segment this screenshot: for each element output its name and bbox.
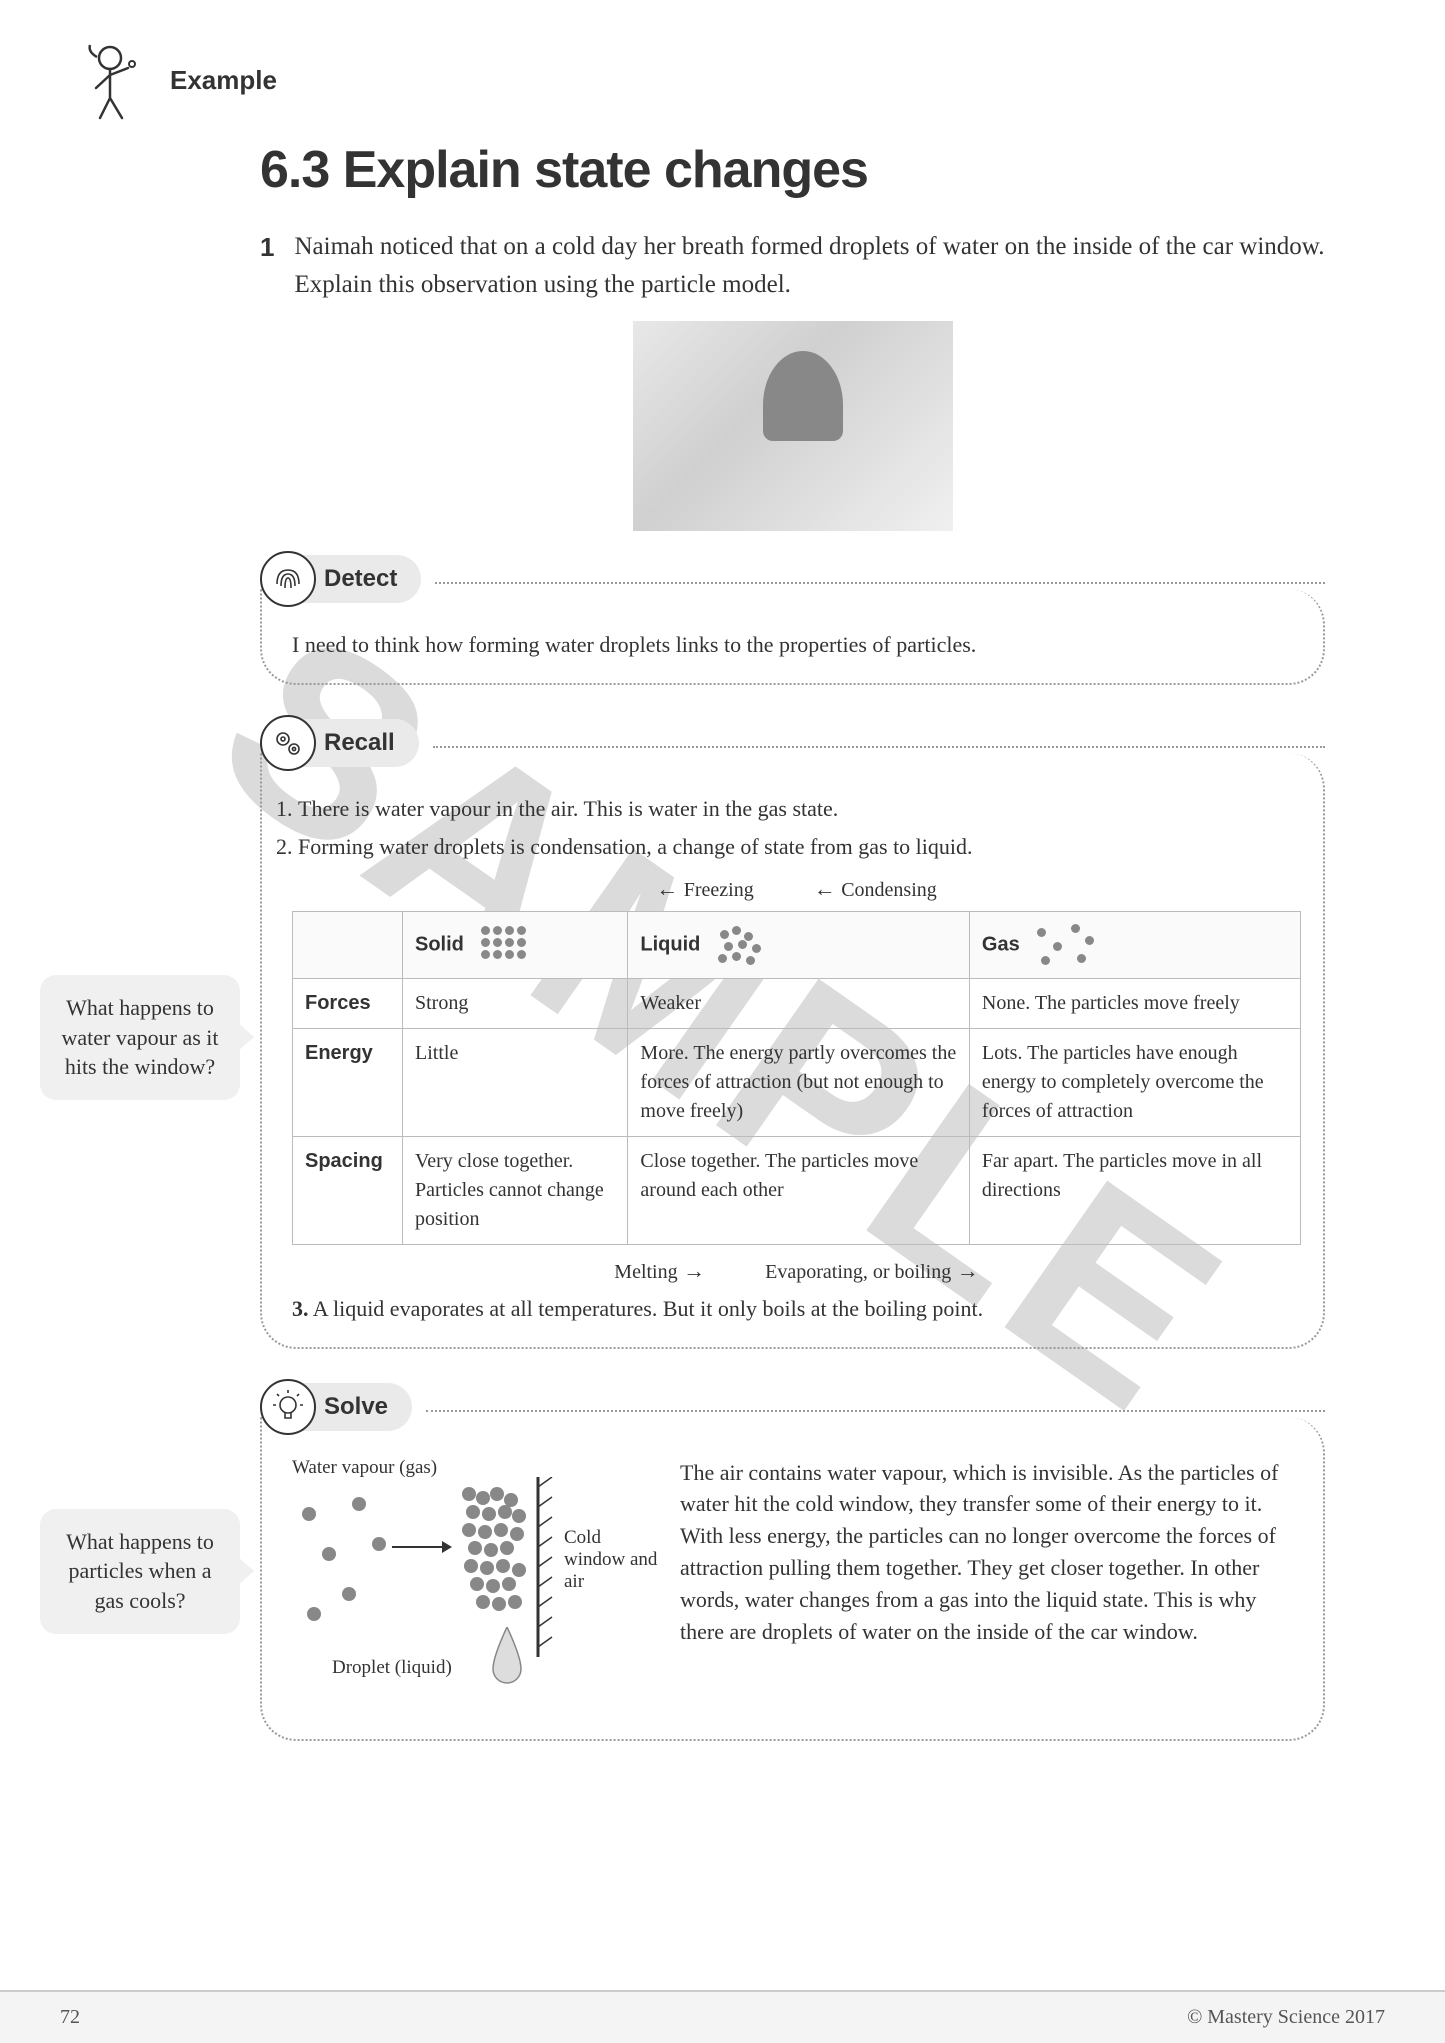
cell: Far apart. The particles move in all dir… <box>969 1136 1300 1244</box>
solve-callout: What happens to particles when a gas coo… <box>40 1509 240 1634</box>
detect-text: I need to think how forming water drople… <box>292 629 1301 661</box>
question-text: Naimah noticed that on a cold day her br… <box>294 228 1325 303</box>
row-forces: Forces <box>293 978 403 1028</box>
cell: Weaker <box>628 978 970 1028</box>
col-gas: Gas <box>982 933 1020 955</box>
page-title: 6.3 Explain state changes <box>260 140 1325 200</box>
droplet-label: Droplet (liquid) <box>332 1657 452 1679</box>
states-table: Solid Liquid <box>292 911 1301 1245</box>
cell: More. The energy partly overcomes the fo… <box>628 1028 970 1136</box>
evaporating-arrow-label: Evaporating, or boiling <box>765 1255 979 1287</box>
example-label: Example <box>170 65 277 96</box>
recall-section: What happens to water vapour as it hits … <box>260 715 1325 1349</box>
cell: Close together. The particles move aroun… <box>628 1136 970 1244</box>
melting-arrow-label: Melting <box>614 1255 705 1287</box>
page-footer: 72 © Mastery Science 2017 <box>0 1990 1445 2043</box>
gears-icon <box>260 715 316 771</box>
freezing-arrow-label: Freezing <box>656 873 753 905</box>
gas-particles-icon <box>1033 922 1103 968</box>
page-number: 72 <box>60 2006 80 2029</box>
question-number: 1 <box>260 228 274 303</box>
recall-footnote: 3. A liquid evaporates at all temperatur… <box>292 1293 1301 1325</box>
col-solid: Solid <box>415 933 464 955</box>
copyright: © Mastery Science 2017 <box>1187 2006 1385 2029</box>
thinker-icon <box>80 40 150 120</box>
cell: Lots. The particles have enough energy t… <box>969 1028 1300 1136</box>
hand-on-window-photo <box>633 321 953 531</box>
cell: Strong <box>403 978 628 1028</box>
row-spacing: Spacing <box>293 1136 403 1244</box>
recall-item-2: Forming water droplets is condensation, … <box>298 831 1301 863</box>
col-liquid: Liquid <box>640 933 700 955</box>
recall-list: There is water vapour in the air. This i… <box>298 793 1301 863</box>
cell: Very close together. Particles cannot ch… <box>403 1136 628 1244</box>
recall-callout: What happens to water vapour as it hits … <box>40 975 240 1100</box>
solid-particles-icon <box>477 922 547 968</box>
window-label: Cold window and air <box>564 1527 664 1593</box>
gas-label: Water vapour (gas) <box>292 1457 437 1479</box>
solve-section: What happens to particles when a gas coo… <box>260 1379 1325 1741</box>
condensing-arrow-label: Condensing <box>814 873 937 905</box>
recall-item-1: There is water vapour in the air. This i… <box>298 793 1301 825</box>
condensation-diagram: Water vapour (gas) <box>292 1457 652 1717</box>
fingerprint-icon <box>260 551 316 607</box>
lightbulb-icon <box>260 1379 316 1435</box>
liquid-particles-icon <box>714 922 784 968</box>
example-header: Example <box>80 40 1385 120</box>
question-block: 1 Naimah noticed that on a cold day her … <box>260 228 1325 303</box>
cell: Little <box>403 1028 628 1136</box>
cell: None. The particles move freely <box>969 978 1300 1028</box>
solve-text: The air contains water vapour, which is … <box>680 1457 1301 1648</box>
detect-section: Detect I need to think how forming water… <box>260 551 1325 685</box>
row-energy: Energy <box>293 1028 403 1136</box>
